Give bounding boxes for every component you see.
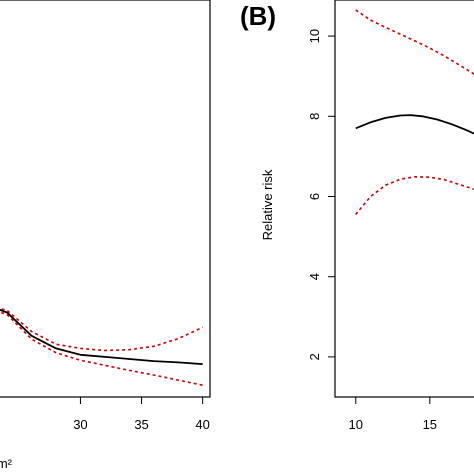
panel-b-lower-ci-line xyxy=(355,176,474,216)
panel-a-estimate-line xyxy=(0,308,203,365)
panel-b-y-tick-label: 8 xyxy=(307,113,322,120)
panel-a-x-axis-title: ...m² xyxy=(0,456,13,471)
panel-b-y-tick-label: 2 xyxy=(307,353,322,360)
panel-b-label: (B) xyxy=(240,1,276,31)
panel-b-frame xyxy=(334,0,474,398)
panel-b-y-tick-label: 4 xyxy=(307,273,322,280)
panel-b-y-tick-label: 6 xyxy=(307,193,322,200)
panel-a: 30 35 40 ...m² xyxy=(0,0,211,471)
panel-b-marks: 10 15 2 4 6 8 10 xyxy=(307,9,474,432)
panel-b-x-tick-label: 15 xyxy=(423,417,437,432)
panel-b-upper-ci-line xyxy=(355,9,474,75)
panel-b-estimate-line xyxy=(355,114,474,135)
panel-a-x-tick-label: 40 xyxy=(195,417,209,432)
panel-b-x-tick-label: 10 xyxy=(349,417,363,432)
panel-b-y-axis-title: Relative risk xyxy=(260,169,275,240)
panel-a-x-tick-label: 35 xyxy=(134,417,148,432)
panel-a-marks: 30 35 40 xyxy=(0,307,210,432)
panel-b: 10 15 2 4 6 8 10 (B) Relative risk xyxy=(240,0,474,432)
panel-a-upper-ci-line xyxy=(0,307,204,352)
panel-a-lower-ci-line xyxy=(0,311,203,386)
panel-b-y-tick-label: 10 xyxy=(307,29,322,43)
panel-a-x-tick-label: 30 xyxy=(73,417,87,432)
panel-a-frame xyxy=(0,0,211,398)
